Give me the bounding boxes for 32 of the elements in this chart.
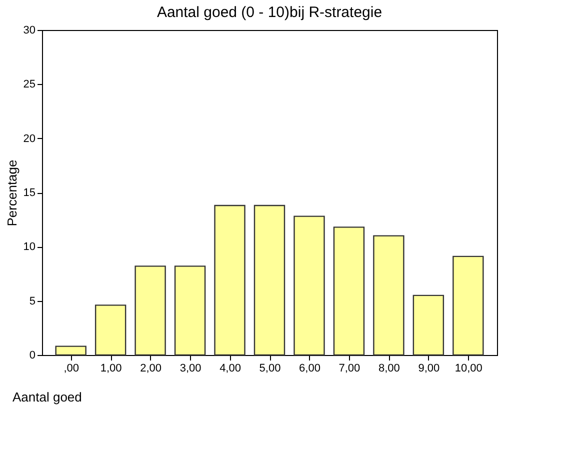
bar	[174, 266, 206, 356]
bar	[94, 304, 126, 356]
chart-title: Aantal goed (0 - 10)bij R-strategie	[156, 4, 382, 21]
x-tick-label: 9,00	[418, 362, 440, 374]
bar	[134, 266, 166, 356]
x-axis-title: Aantal goed	[12, 390, 82, 404]
x-tick-label: 10,00	[454, 362, 482, 374]
x-tick-label: 2,00	[140, 362, 162, 374]
x-tick-label: 5,00	[259, 362, 281, 374]
y-tick-label: 15	[23, 187, 36, 199]
bar	[373, 235, 404, 356]
y-tick-label: 10	[23, 241, 36, 254]
y-tick-label: 30	[23, 24, 36, 36]
bar	[55, 346, 86, 356]
y-axis-title: Percentage	[4, 160, 20, 226]
x-tick-label: 1,00	[100, 362, 122, 374]
x-tick-label: 6,00	[299, 362, 320, 374]
bar	[412, 294, 444, 356]
x-tick-label: 8,00	[378, 362, 400, 374]
bar	[254, 204, 286, 356]
x-tick-label: 3,00	[180, 362, 202, 374]
bar	[214, 204, 246, 356]
bar	[452, 256, 484, 356]
x-tick-label: ,00	[64, 362, 79, 374]
y-tick-label: 25	[23, 78, 36, 91]
x-tick-label: 7,00	[338, 362, 360, 374]
y-tick-label: 20	[23, 132, 36, 145]
x-tick-label: 4,00	[220, 362, 241, 374]
y-tick-label: 0	[29, 350, 36, 362]
y-tick-label: 5	[29, 295, 36, 308]
bar	[333, 226, 365, 356]
bar	[294, 216, 325, 356]
